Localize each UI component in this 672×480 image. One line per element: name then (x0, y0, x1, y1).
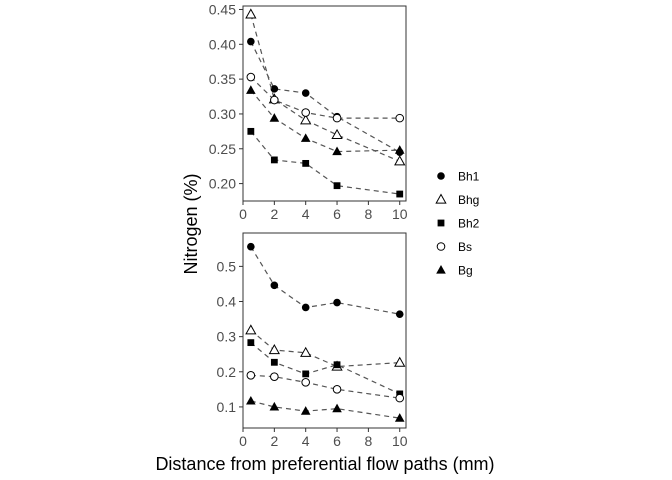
series-line-bhg (250, 329, 400, 368)
data-point-bg (394, 145, 405, 154)
x-axis-label: Distance from preferential flow paths (m… (155, 454, 494, 474)
legend-key-bh1 (437, 172, 445, 180)
data-point-bhg (394, 155, 406, 166)
panel-bottom: 0 2 4 6 8 10 0.1 0.2 0.3 0.4 0.5 (217, 232, 408, 449)
data-point-bh1 (301, 89, 310, 97)
data-point-bhg (268, 343, 280, 355)
data-point-bs (395, 113, 405, 123)
data-point-bg (269, 113, 280, 122)
y-tick-label: 0.2 (217, 364, 237, 380)
y-tick-label: 0.30 (209, 106, 236, 122)
data-point-bs (395, 393, 405, 403)
data-point-bhg (331, 128, 343, 139)
data-point-bh1 (270, 281, 279, 290)
data-point-bg (332, 403, 342, 413)
y-tick-label: 0.25 (209, 141, 236, 157)
x-tick-label: 2 (270, 206, 278, 222)
data-point-bs (332, 385, 342, 394)
data-point-bh2 (247, 339, 255, 347)
y-tick-label: 0.3 (217, 329, 237, 345)
legend-label: Bh2 (458, 217, 480, 231)
y-tick-label: 0.35 (209, 71, 236, 87)
data-point-bh1 (333, 298, 341, 307)
series-line-bh1 (250, 246, 400, 315)
y-tick-label: 0.45 (209, 1, 236, 17)
data-point-bg (332, 146, 342, 156)
legend-label: Bs (458, 240, 472, 254)
legend-key-bhg (435, 193, 447, 204)
y-tick-label: 0.1 (217, 399, 237, 415)
series-line-bhg (250, 14, 400, 162)
legend-key-bg (436, 265, 446, 274)
data-point-bs (270, 372, 279, 382)
x-tick-label: 2 (270, 433, 278, 449)
data-point-bh2 (270, 358, 278, 366)
data-point-bg (300, 406, 311, 415)
data-point-bh1 (247, 242, 255, 251)
data-point-bs (246, 72, 256, 82)
panel-frame (242, 5, 407, 202)
x-tick-label: 10 (392, 206, 408, 222)
data-point-bhg (394, 356, 406, 367)
data-point-bh1 (247, 37, 255, 46)
legend-label: Bg (458, 264, 473, 278)
data-point-bg (246, 85, 256, 94)
x-tick-label: 4 (302, 206, 310, 222)
data-point-bs (270, 95, 279, 105)
data-point-bg (246, 395, 256, 405)
x-tick-label: 0 (239, 433, 247, 449)
x-tick-label: 10 (392, 433, 408, 449)
x-tick-label: 8 (364, 433, 372, 449)
x-tick-label: 6 (333, 433, 341, 449)
data-point-bg (300, 133, 311, 142)
x-tick-label: 0 (239, 206, 247, 222)
legend: Bh1 Bhg Bh2 Bs Bg (435, 170, 480, 278)
y-tick-label: 0.20 (209, 176, 236, 192)
legend-key-bs (436, 242, 446, 251)
data-point-bh2 (302, 370, 310, 378)
legend-label: Bh1 (458, 170, 480, 184)
data-point-bhg (245, 324, 257, 335)
data-point-bh2 (247, 127, 255, 135)
data-point-bs (301, 108, 310, 117)
series-line-bh2 (250, 130, 400, 195)
data-point-bs (301, 378, 310, 387)
data-point-bh2 (333, 361, 341, 369)
data-point-bhg (245, 8, 257, 19)
x-tick-label: 4 (302, 433, 310, 449)
data-point-bhg (300, 346, 312, 357)
y-tick-label: 0.4 (217, 294, 237, 310)
data-point-bh2 (302, 159, 310, 167)
data-point-bh1 (395, 310, 404, 318)
x-tick-label: 8 (364, 206, 372, 222)
legend-label: Bhg (458, 193, 479, 207)
y-tick-label: 0.40 (209, 36, 236, 52)
data-point-bh1 (301, 303, 310, 312)
panel-frame (242, 232, 407, 429)
x-tick-label: 6 (333, 206, 341, 222)
y-tick-label: 0.5 (217, 258, 237, 274)
data-point-bhg (300, 114, 312, 125)
data-point-bh2 (333, 182, 341, 190)
y-axis-label: Nitrogen (%) (181, 173, 201, 274)
data-point-bs (332, 113, 342, 123)
data-point-bs (246, 370, 256, 380)
panel-top: 0 2 4 6 8 10 0.20 0.25 0.30 0.35 0.40 0.45 (209, 1, 408, 222)
data-point-bh2 (396, 190, 404, 198)
data-point-bg (394, 413, 405, 422)
data-point-bh2 (270, 156, 278, 164)
data-point-bh1 (270, 85, 279, 93)
data-point-bg (269, 401, 280, 411)
legend-key-bh2 (437, 219, 445, 227)
